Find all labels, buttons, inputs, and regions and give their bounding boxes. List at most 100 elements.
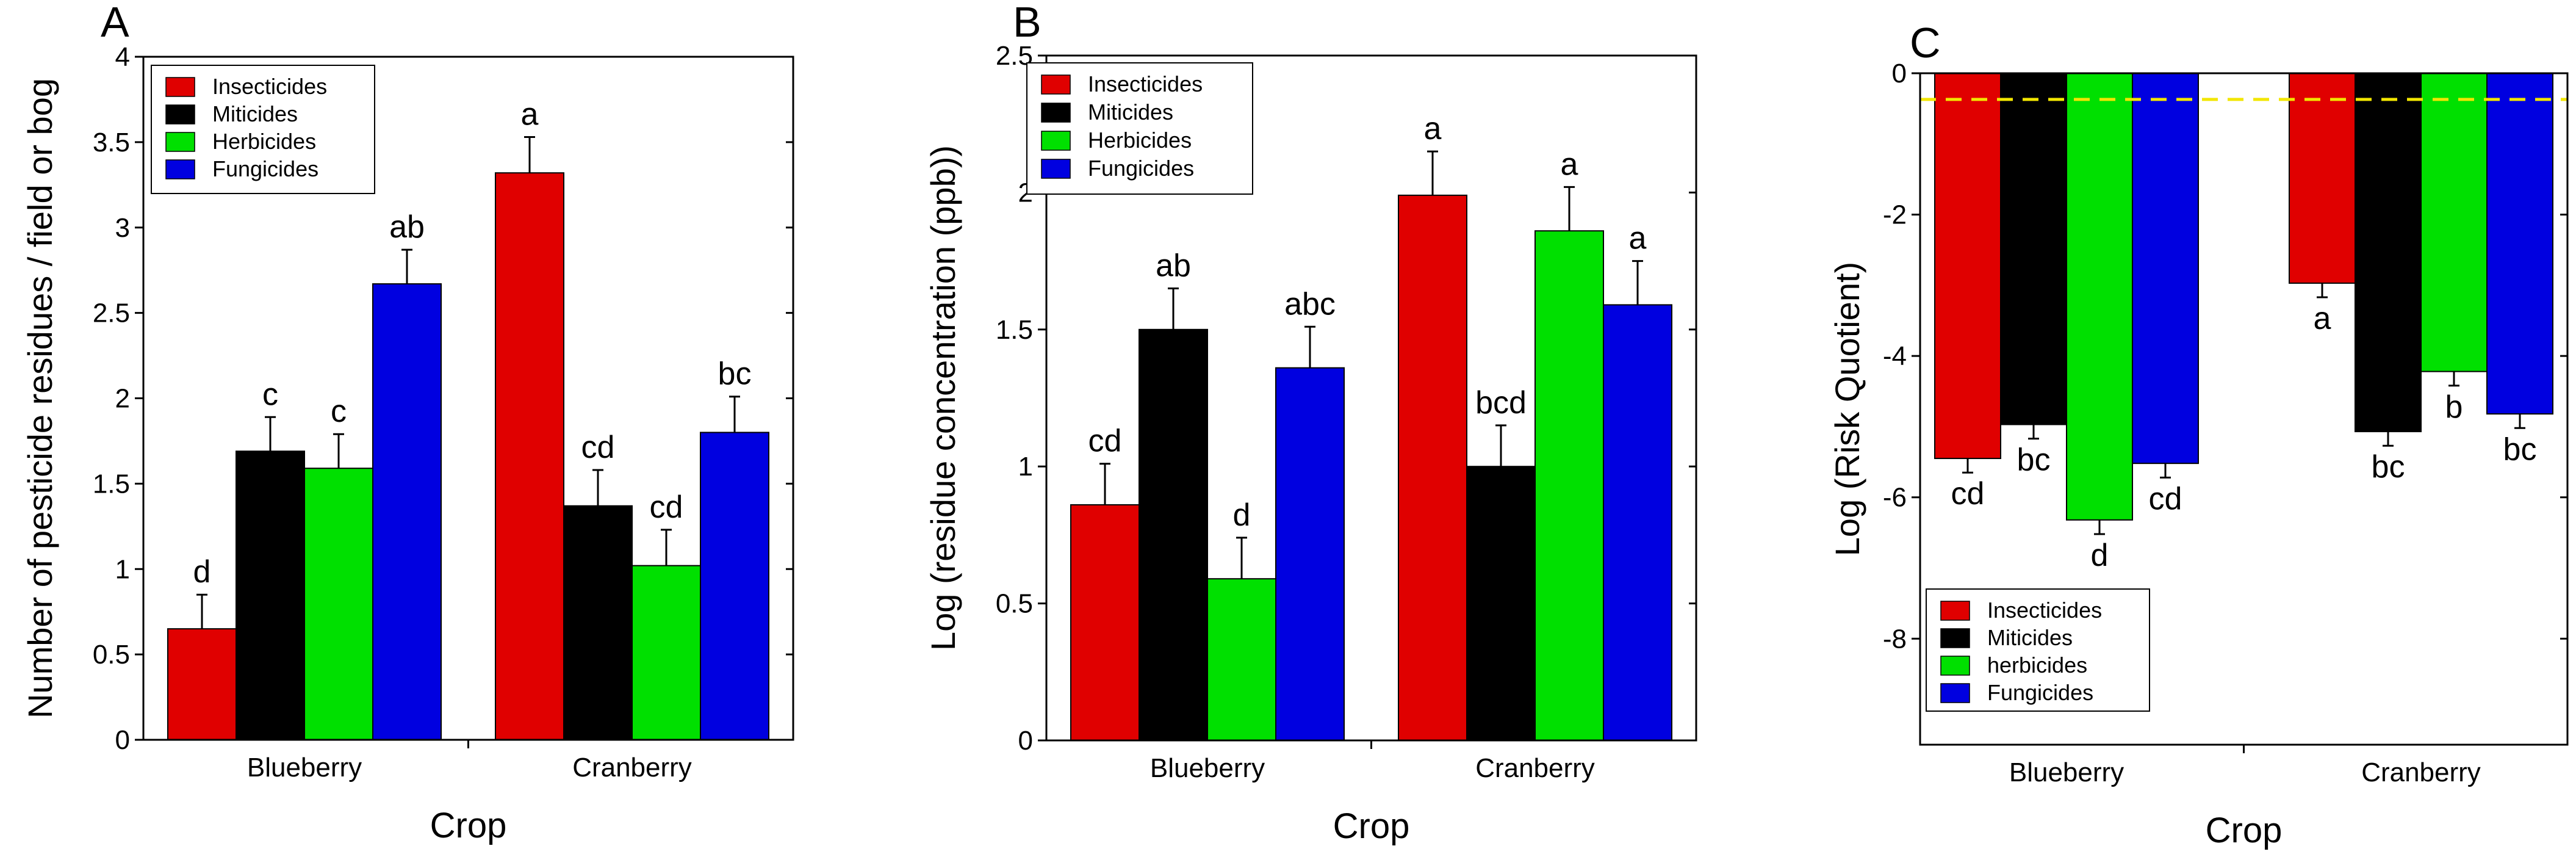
category-label-cranberry: Cranberry (2361, 758, 2481, 787)
legend-label-herbicides: herbicides (1987, 653, 2087, 678)
bar-fungicides-cranberry (700, 432, 769, 740)
category-label-cranberry: Cranberry (572, 753, 692, 783)
x-axis-title: Crop (430, 806, 507, 845)
significance-letter: cd (581, 430, 615, 465)
legend-label-insecticides: Insecticides (1088, 71, 1203, 96)
significance-letter: bc (2372, 449, 2405, 485)
y-tick-label: 4 (115, 42, 130, 72)
y-tick-label: -6 (1883, 483, 1907, 513)
bar-insecticides-cranberry (495, 172, 564, 741)
bar-herbicides-cranberry (631, 565, 701, 741)
legend-label-fungicides: Fungicides (212, 156, 318, 181)
significance-letter: bc (2503, 432, 2537, 467)
bar-insecticides-blueberry (167, 628, 237, 740)
legend-label-insecticides: Insecticides (1987, 598, 2102, 623)
bar-miticides-cranberry (1466, 466, 1536, 741)
y-axis-title: Number of pesticide residues / field or … (21, 78, 59, 718)
significance-letter: a (521, 96, 539, 132)
legend-swatch-herbicides (1041, 131, 1071, 151)
bar-miticides-blueberry (236, 450, 305, 740)
significance-letter: bcd (1475, 385, 1527, 421)
significance-letter: cd (2149, 481, 2182, 516)
legend-swatch-insecticides (1041, 74, 1071, 95)
significance-letter: c (262, 377, 278, 412)
bar-insecticides-cranberry (1398, 194, 1467, 741)
bar-herbicides-blueberry (304, 468, 373, 740)
y-tick-label: 0.5 (93, 640, 130, 670)
legend-swatch-fungicides (1041, 159, 1071, 179)
legend-label-miticides: Miticides (1088, 99, 1173, 125)
significance-letter: bc (2017, 443, 2051, 478)
significance-letter: bc (718, 356, 752, 392)
bar-miticides-cranberry (2355, 73, 2422, 433)
significance-letter: cd (1951, 476, 1985, 512)
bar-insecticides-blueberry (1934, 73, 2001, 460)
y-tick-label: -8 (1883, 624, 1907, 654)
legend-label-fungicides: Fungicides (1987, 680, 2093, 705)
legend-swatch-insecticides (165, 77, 195, 97)
legend-swatch-fungicides (1940, 683, 1970, 703)
y-tick-label: 1 (1018, 452, 1033, 482)
y-tick-label: 0.5 (996, 589, 1033, 619)
bar-fungicides-blueberry (1275, 367, 1345, 741)
bar-herbicides-blueberry (2066, 73, 2133, 521)
legend-label-fungicides: Fungicides (1088, 156, 1194, 181)
category-label-blueberry: Blueberry (247, 753, 362, 783)
legend-swatch-herbicides (165, 132, 195, 152)
bar-miticides-blueberry (2000, 73, 2067, 425)
bar-fungicides-blueberry (2132, 73, 2199, 465)
y-tick-label: 3.5 (93, 128, 130, 157)
bar-herbicides-cranberry (1534, 230, 1604, 741)
y-axis-title: Log (residue concentration (ppb)) (924, 145, 962, 651)
x-axis-title: Crop (2206, 811, 2283, 850)
legend-swatch-fungicides (165, 159, 195, 179)
y-tick-label: 0 (1892, 59, 1907, 89)
significance-letter: a (1424, 111, 1442, 146)
significance-letter: a (1561, 146, 1578, 182)
significance-letter: a (1629, 221, 1647, 256)
y-axis-title: Log (Risk Quotient) (1828, 262, 1866, 556)
legend-swatch-miticides (165, 104, 195, 125)
significance-letter: cd (1088, 424, 1122, 459)
legend-label-miticides: Miticides (212, 101, 298, 126)
significance-letter: d (1233, 497, 1251, 533)
legend-swatch-miticides (1041, 103, 1071, 123)
y-tick-label: 0 (1018, 726, 1033, 756)
legend-swatch-herbicides (1940, 656, 1970, 676)
y-tick-label: 2 (115, 384, 130, 414)
bar-insecticides-cranberry (2289, 73, 2356, 284)
bar-fungicides-cranberry (2486, 73, 2553, 415)
legend-label-herbicides: Herbicides (1088, 128, 1192, 153)
significance-letter: d (193, 554, 211, 590)
significance-letter: ab (389, 209, 425, 245)
y-tick-label: -2 (1883, 200, 1907, 230)
significance-letter: ab (1156, 248, 1191, 283)
y-tick-label: 2.5 (93, 298, 130, 328)
bar-herbicides-cranberry (2420, 73, 2488, 372)
bar-miticides-cranberry (563, 505, 633, 740)
x-axis-title: Crop (1333, 806, 1410, 846)
legend-label-insecticides: Insecticides (212, 74, 327, 99)
y-tick-label: -4 (1883, 341, 1907, 371)
significance-letter: c (331, 394, 347, 429)
legend-swatch-miticides (1940, 628, 1970, 648)
legend-swatch-insecticides (1940, 601, 1970, 621)
panel-letter: A (101, 0, 129, 46)
significance-letter: a (2314, 301, 2331, 336)
bar-fungicides-cranberry (1603, 304, 1672, 741)
legend-label-herbicides: Herbicides (212, 129, 316, 154)
y-tick-label: 1 (115, 554, 130, 584)
bar-miticides-blueberry (1139, 328, 1208, 741)
significance-letter: cd (650, 490, 683, 525)
y-tick-label: 3 (115, 213, 130, 243)
y-tick-label: 0 (115, 725, 130, 755)
panel-letter: C (1910, 19, 1941, 67)
significance-letter: b (2445, 389, 2463, 425)
significance-letter: d (2091, 538, 2109, 573)
chart-panel-a: Ad a c cd c cd ab bc 0 0.5 1 1.5 2 2.5 3 3.5 4 Blueberry C… (21, 0, 794, 845)
